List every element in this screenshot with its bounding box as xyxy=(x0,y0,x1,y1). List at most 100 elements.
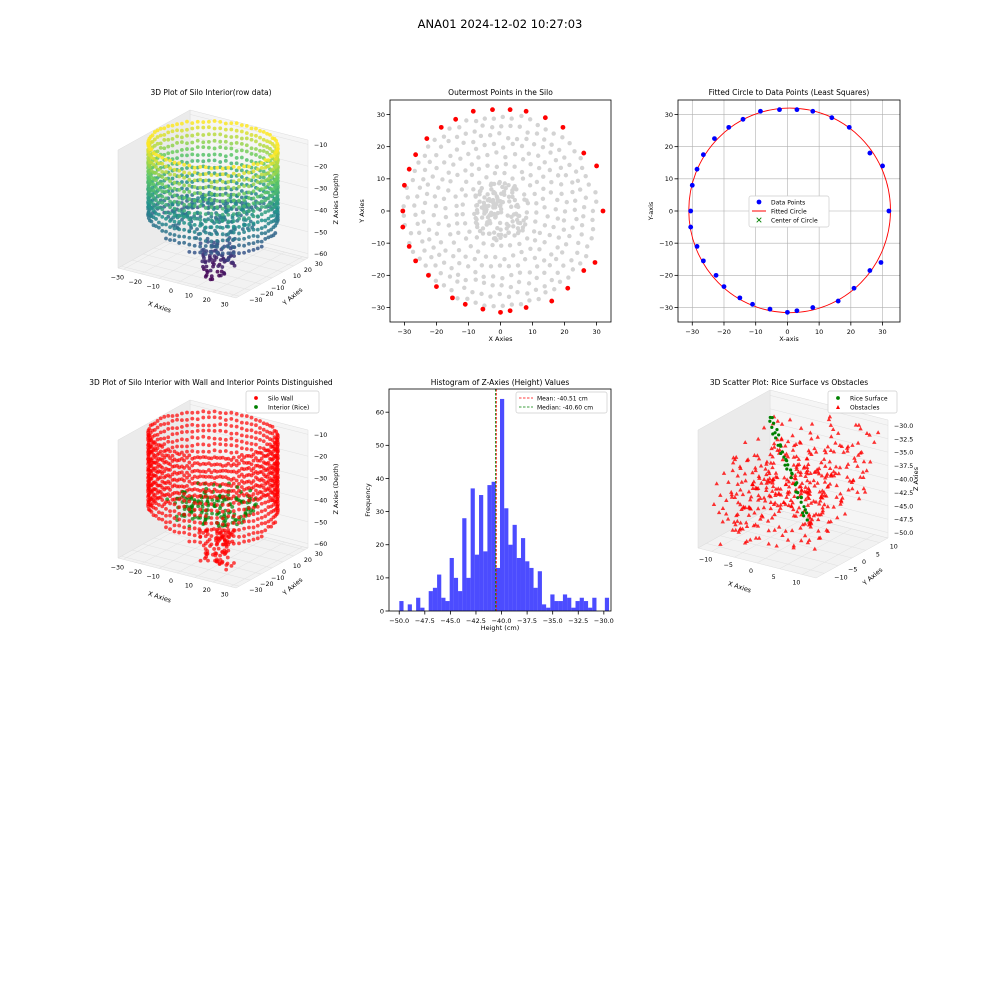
y-tick-label: 5 xyxy=(876,551,880,558)
gray-point xyxy=(543,290,548,295)
y-tick-label: 20 xyxy=(376,541,384,549)
obstacle-point xyxy=(738,520,743,525)
obstacle-point xyxy=(796,456,801,461)
histogram-bar xyxy=(520,538,526,611)
obstacle-point xyxy=(781,500,786,505)
y-tick-label: −30 xyxy=(371,304,385,312)
silo-point xyxy=(265,139,269,144)
obstacle-point xyxy=(763,466,768,471)
obstacle-point xyxy=(775,447,780,452)
wall-point xyxy=(190,449,195,454)
wall-point xyxy=(192,526,197,531)
silo-point xyxy=(198,241,203,246)
gray-point xyxy=(480,231,486,236)
silo-point xyxy=(182,162,187,167)
silo-point xyxy=(242,184,246,188)
silo-point xyxy=(255,194,260,199)
wall-point xyxy=(229,563,234,568)
wall-point xyxy=(158,437,163,441)
wall-point xyxy=(259,451,264,456)
wall-point xyxy=(223,411,228,416)
obstacle-point xyxy=(804,465,810,470)
silo-point xyxy=(164,189,168,194)
silo-point xyxy=(203,206,208,210)
wall-point xyxy=(218,428,223,433)
wall-point xyxy=(215,503,219,507)
silo-point xyxy=(172,199,177,204)
obstacle-point xyxy=(828,422,834,427)
gray-point xyxy=(479,215,485,220)
silo-point xyxy=(251,241,256,246)
wall-point xyxy=(198,507,203,512)
silo-point xyxy=(200,259,205,264)
legend-marker-center xyxy=(756,217,762,223)
obstacle-point xyxy=(825,528,831,533)
y-tick-label: 0 xyxy=(669,207,673,215)
silo-point xyxy=(160,207,165,212)
silo-point xyxy=(164,203,168,207)
silo-point xyxy=(206,201,211,206)
silo-point xyxy=(177,208,182,213)
wall-point xyxy=(237,520,241,525)
obstacle-point xyxy=(819,460,824,465)
silo-point xyxy=(263,218,268,223)
wall-point xyxy=(158,422,163,427)
wall-point xyxy=(157,483,161,488)
gray-point xyxy=(517,270,523,275)
gray-point xyxy=(424,191,430,197)
gray-point xyxy=(494,150,499,155)
silo-point xyxy=(187,217,192,222)
silo-point xyxy=(192,230,197,234)
obstacle-point xyxy=(820,508,826,513)
gray-point xyxy=(512,151,518,157)
gray-point xyxy=(446,170,451,175)
wall-point xyxy=(266,524,271,529)
wall-point xyxy=(270,424,275,429)
chart-title: Histogram of Z-Axies (Height) Values xyxy=(431,378,570,387)
obstacle-point xyxy=(738,465,743,470)
gray-point xyxy=(465,264,471,269)
interior-point xyxy=(235,485,240,490)
gray-point xyxy=(502,192,507,198)
silo-point xyxy=(212,152,217,157)
wall-point xyxy=(234,443,239,448)
silo-point xyxy=(223,209,228,214)
wall-point xyxy=(192,493,197,498)
wall-point xyxy=(177,465,182,470)
data-point xyxy=(835,298,841,304)
silo-point xyxy=(192,243,197,248)
obstacle-point xyxy=(826,417,832,422)
silo-point xyxy=(198,165,203,169)
obstacle-point xyxy=(767,493,772,498)
wall-point xyxy=(223,449,228,453)
silo-point xyxy=(258,155,262,159)
silo-point xyxy=(226,180,231,184)
wall-point xyxy=(187,499,192,504)
silo-point xyxy=(215,212,219,217)
silo-point xyxy=(198,237,203,242)
gray-point xyxy=(463,254,468,259)
histogram-bar xyxy=(462,518,467,611)
gray-point xyxy=(511,185,516,191)
silo-point xyxy=(170,129,175,134)
gray-point xyxy=(476,155,481,160)
wall-point xyxy=(180,437,184,442)
wall-point xyxy=(255,471,260,476)
gray-point xyxy=(520,157,526,162)
silo-point xyxy=(207,153,211,157)
wall-point xyxy=(232,561,236,565)
silo-point xyxy=(168,158,172,163)
wall-point xyxy=(234,450,239,455)
silo-point xyxy=(190,133,195,138)
z-tick-label: −50 xyxy=(314,519,327,526)
gray-point xyxy=(443,214,449,220)
gray-point xyxy=(583,253,589,259)
obstacle-point xyxy=(856,422,862,427)
rice-surface-point xyxy=(777,433,781,437)
obstacle-point xyxy=(825,444,831,449)
y-tick-label: −10 xyxy=(271,285,284,292)
outermost-point xyxy=(406,243,412,249)
wall-point xyxy=(212,409,217,414)
obstacle-point xyxy=(805,502,811,507)
y-tick-label: 10 xyxy=(293,563,301,570)
